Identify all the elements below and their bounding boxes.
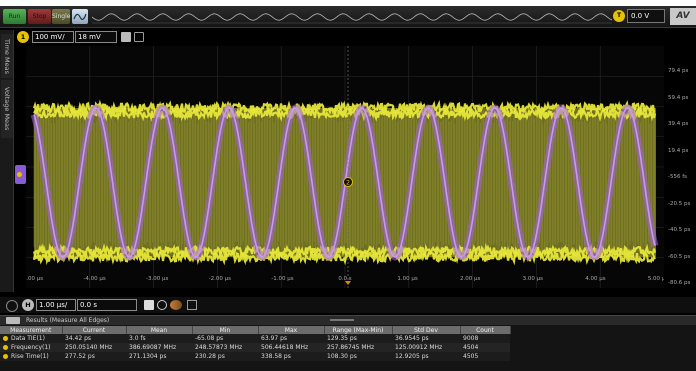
table-cell: 257.86745 MHz xyxy=(324,343,392,352)
x-tick-label: 5.00 µs xyxy=(648,276,664,282)
x-tick-label: 1.00 µs xyxy=(397,276,417,282)
results-icon[interactable] xyxy=(6,317,20,324)
table-cell: 338.58 ps xyxy=(258,352,324,361)
y-tick-label: 59.4 ps xyxy=(668,94,689,101)
table-cell: 271.1304 ps xyxy=(126,352,192,361)
table-cell: 12.9205 ps xyxy=(392,352,460,361)
zoom-horizontal-icon[interactable] xyxy=(170,300,182,310)
table-cell: 250.05140 MHz xyxy=(62,343,126,352)
horizontal-controls: H 1.00 µs/ 0.0 s xyxy=(0,297,696,313)
waveform-overview[interactable] xyxy=(92,10,612,24)
purple-trace-core xyxy=(33,107,656,258)
y-tick-label: -20.5 ps xyxy=(668,200,691,207)
tab-voltage-meas[interactable]: Voltage Meas xyxy=(1,80,13,138)
marker-label: 2 xyxy=(346,180,350,187)
x-tick-label: 3.00 µs xyxy=(523,276,543,282)
expand-icon[interactable] xyxy=(6,300,18,312)
marker-dot xyxy=(17,172,22,177)
table-cell: 230.28 ps xyxy=(192,352,258,361)
table-cell: 34.42 ps xyxy=(62,334,126,343)
table-cell: 386.69087 MHz xyxy=(126,343,192,352)
tab-time-meas[interactable]: Time Meas xyxy=(1,34,13,78)
x-tick-label: -4.00 µs xyxy=(83,276,105,282)
results-table: Measurement Current Mean Min Max Range (Max-M… xyxy=(0,326,511,361)
column-header[interactable]: Count xyxy=(460,326,511,334)
table-cell: 277.52 ps xyxy=(62,352,126,361)
y-tick-label: -80.6 ps xyxy=(668,280,691,286)
run-button[interactable]: Run xyxy=(3,9,26,24)
magnifier-icon[interactable] xyxy=(157,300,167,310)
y-tick-label: 79.4 ps xyxy=(668,68,689,74)
column-header[interactable]: Current xyxy=(62,326,127,334)
table-cell: 36.9545 ps xyxy=(392,334,460,343)
x-tick-label: -3.00 µs xyxy=(146,276,168,282)
table-cell: 4504 xyxy=(460,343,510,352)
x-tick-label: 4.00 µs xyxy=(585,276,605,282)
table-cell: 3.0 fs xyxy=(126,334,192,343)
channel-1-badge[interactable]: 1 xyxy=(17,31,29,43)
column-header[interactable]: Mean xyxy=(126,326,193,334)
channel-dot-icon xyxy=(3,353,8,359)
side-tabs: Time Meas Voltage Meas xyxy=(0,30,14,292)
column-header[interactable]: Max xyxy=(258,326,325,334)
results-panel: Results (Measure All Edges) Measurement C… xyxy=(0,315,696,371)
waveform-display[interactable]: 2 -5.00 µs -4.00 µs -3.00 µs -2.00 µs -1.00 … xyxy=(26,46,664,288)
column-header[interactable]: Measurement xyxy=(0,326,63,334)
y-tick-label: 19.4 ps xyxy=(668,147,689,154)
table-row[interactable]: Rise Time(1) 277.52 ps 271.1304 ps 230.28 p… xyxy=(0,352,510,361)
channel-dot-icon xyxy=(3,335,8,341)
table-cell: Frequency(1) xyxy=(0,343,62,352)
trigger-badge[interactable]: T xyxy=(613,10,625,22)
vertical-offset-field[interactable]: 18 mV xyxy=(75,31,117,43)
column-header[interactable]: Min xyxy=(192,326,259,334)
resize-handle[interactable] xyxy=(330,319,354,321)
channel-offset-marker[interactable] xyxy=(15,165,31,184)
y-axis: 79.4 ps 59.4 ps 39.4 ps 19.4 ps -556 fs -20.5… xyxy=(664,46,696,288)
table-row[interactable]: Data TIE(1) 34.42 ps 3.0 fs -65.08 ps 63.97 … xyxy=(0,334,510,343)
table-cell: 9008 xyxy=(460,334,510,343)
app-logo: AV xyxy=(670,8,696,25)
table-row[interactable]: Frequency(1) 250.05140 MHz 386.69087 MHz 24… xyxy=(0,343,510,352)
stop-button[interactable]: Stop xyxy=(28,9,51,24)
channel-dot-icon xyxy=(3,344,8,350)
channel-toggle-icon[interactable] xyxy=(121,32,131,42)
table-cell: 129.35 ps xyxy=(324,334,392,343)
time-position-field[interactable]: 0.0 s xyxy=(77,299,137,311)
table-cell: 506.44618 MHz xyxy=(258,343,324,352)
dock-icon[interactable] xyxy=(187,300,197,310)
table-cell: -65.08 ps xyxy=(192,334,258,343)
toolbar: Run Stop Single T 0.0 V AV xyxy=(0,6,696,28)
trigger-level-field[interactable]: 0.0 V xyxy=(627,9,665,23)
table-cell: 248.57873 MHz xyxy=(192,343,258,352)
x-tick-label: -1.00 µs xyxy=(271,276,293,282)
table-cell: Rise Time(1) xyxy=(0,352,62,361)
y-tick-label: -40.5 ps xyxy=(668,227,691,233)
table-cell: 125.00912 MHz xyxy=(392,343,460,352)
time-scale-field[interactable]: 1.00 µs/ xyxy=(36,299,76,311)
x-tick-label: 2.00 µs xyxy=(460,276,480,282)
x-tick-label: -2.00 µs xyxy=(209,276,231,282)
column-header[interactable]: Range (Max-Min) xyxy=(324,326,393,334)
table-cell: 108.30 ps xyxy=(324,352,392,361)
y-tick-label: -556 fs xyxy=(668,174,688,180)
horizontal-badge[interactable]: H xyxy=(22,299,34,311)
single-button[interactable]: Single xyxy=(52,9,70,24)
zoom-icon[interactable] xyxy=(144,300,154,310)
oscilloscope-app: Run Stop Single T 0.0 V AV Time Meas Vol… xyxy=(0,6,696,371)
dock-icon[interactable] xyxy=(134,32,144,42)
table-cell: 4505 xyxy=(460,352,510,361)
y-tick-label: 39.4 ps xyxy=(668,121,689,127)
column-header[interactable]: Std Dev xyxy=(392,326,461,334)
table-cell: Data TIE(1) xyxy=(0,334,62,343)
y-tick-label: -60.5 ps xyxy=(668,253,691,260)
autoscale-icon[interactable] xyxy=(72,9,88,24)
x-tick-label: -5.00 µs xyxy=(26,276,43,282)
table-cell: 63.97 ps xyxy=(258,334,324,343)
vertical-scale-field[interactable]: 100 mV/ xyxy=(32,31,74,43)
x-tick-label: 0.0 s xyxy=(338,276,351,282)
